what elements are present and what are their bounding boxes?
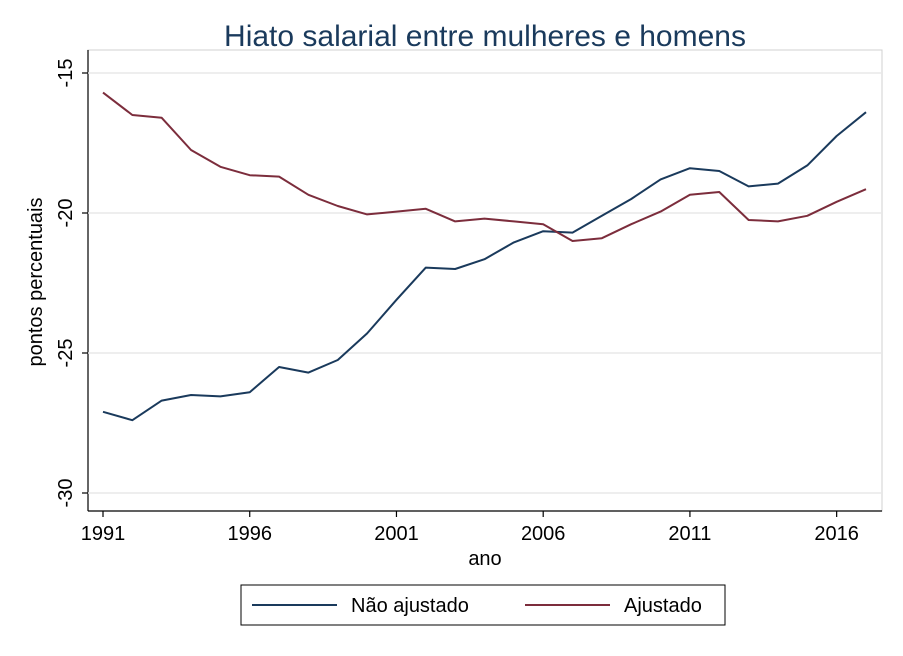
grid-lines: [88, 72, 882, 494]
x-axis-label: ano: [468, 548, 501, 570]
legend-label-nao-ajustado: Não ajustado: [351, 595, 469, 617]
y-axis-label: pontos percentuais: [25, 197, 47, 366]
legend-box: [240, 584, 726, 626]
plot-area: [87, 49, 883, 512]
x-ticks: 1991 1996 2001 2006 2011 2016: [81, 511, 859, 545]
y-tick-label: -20: [55, 199, 77, 228]
x-tick-label: 2006: [521, 523, 566, 545]
legend-label-ajustado: Ajustado: [624, 595, 702, 617]
series-line-ajustado: [102, 91, 867, 242]
y-tick-label: -25: [55, 339, 77, 368]
series-lines: [102, 91, 867, 422]
x-tick-label: 2011: [668, 523, 711, 545]
x-tick-label: 1991: [81, 523, 126, 545]
x-tick-label: 2016: [814, 523, 859, 545]
y-tick-label: -15: [55, 59, 77, 88]
y-tick-label: -30: [55, 479, 77, 508]
x-tick-label: 1996: [227, 523, 272, 545]
series-line-nao-ajustado: [102, 111, 867, 422]
chart-title: Hiato salarial entre mulheres e homens: [224, 20, 746, 53]
legend: Não ajustado Ajustado: [240, 584, 726, 626]
x-tick-label: 2001: [374, 523, 419, 545]
y-ticks: -15 -20 -25 -30: [55, 59, 88, 508]
